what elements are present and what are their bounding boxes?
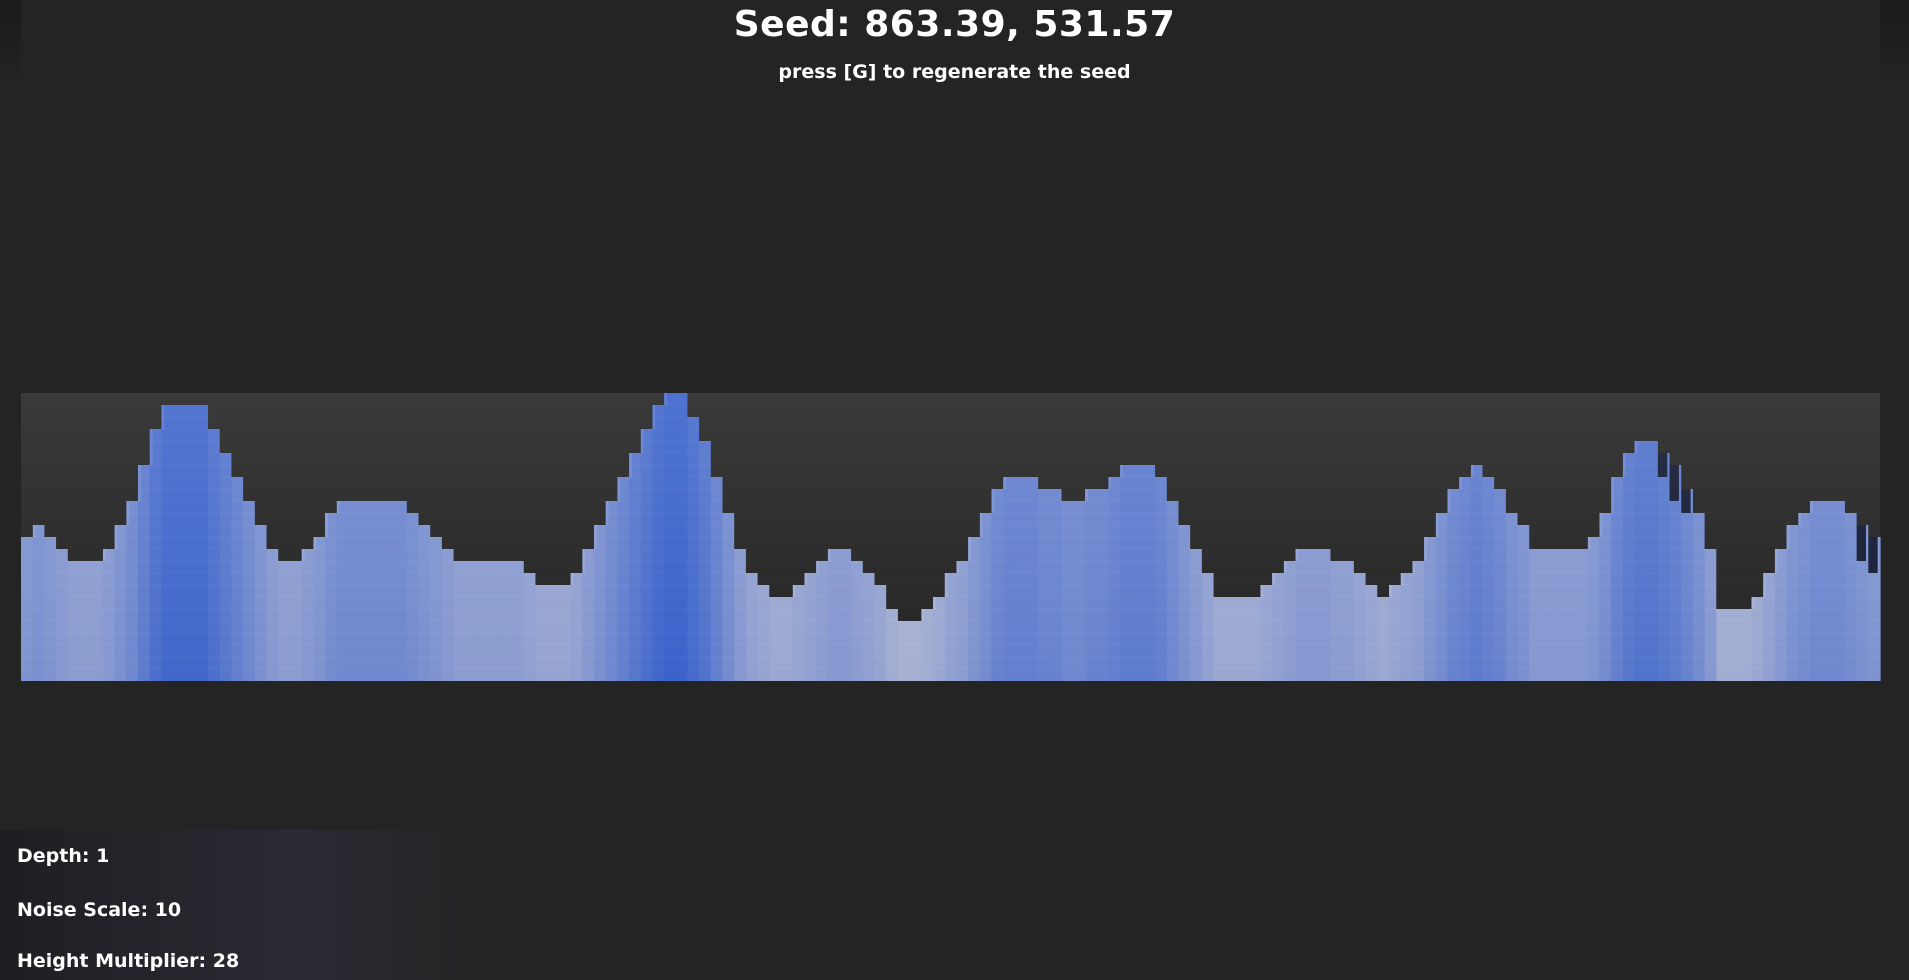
terrain-lighting: [21, 393, 1880, 681]
noise-scale-stat: Noise Scale: 10: [17, 899, 182, 921]
seed-title: Seed: 863.39, 531.57: [733, 4, 1176, 45]
regenerate-hint: press [G] to regenerate the seed: [778, 61, 1131, 83]
depth-stat: Depth: 1: [17, 845, 110, 867]
stats-panel: Depth: 1 Noise Scale: 10 Height Multipli…: [0, 830, 490, 980]
height-multiplier-stat: Height Multiplier: 28: [17, 950, 240, 972]
